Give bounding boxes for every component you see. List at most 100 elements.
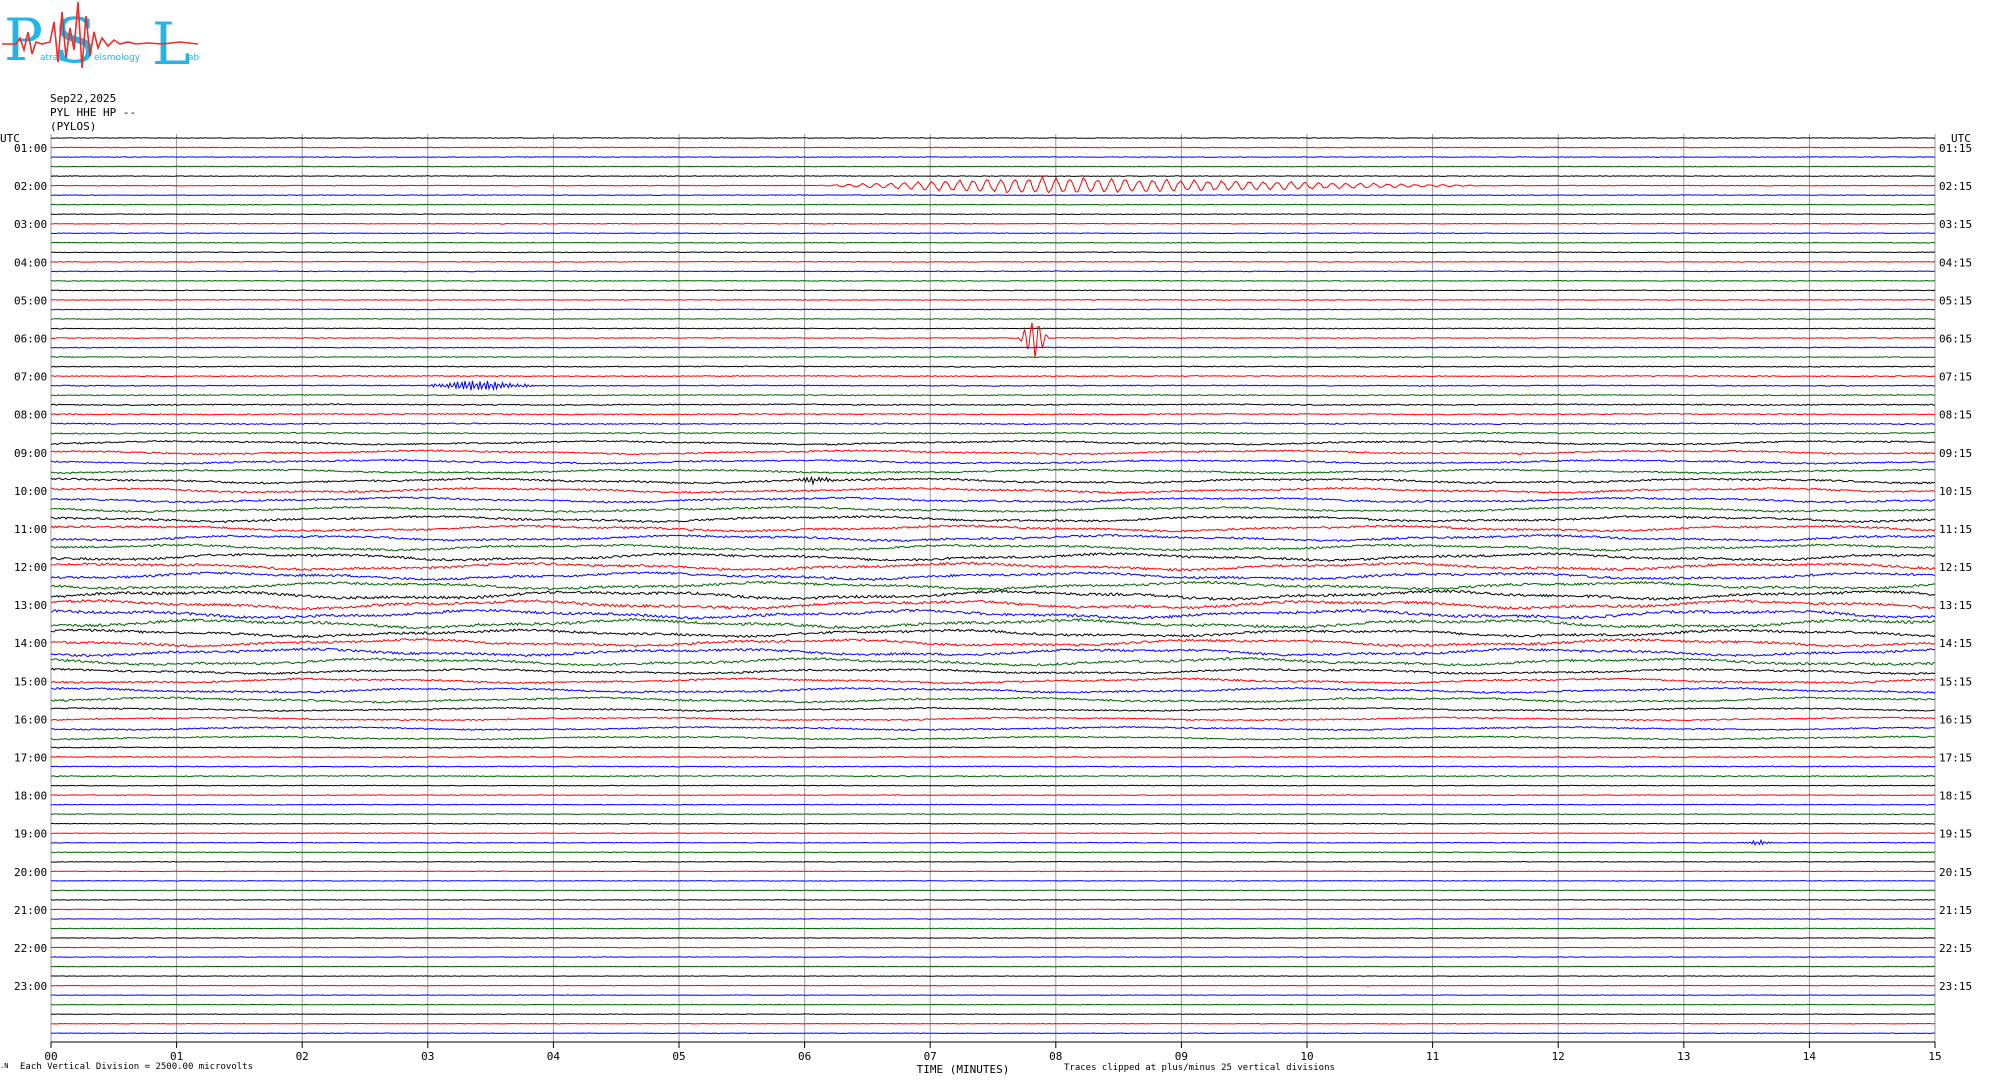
clip-note: Traces clipped at plus/minus 25 vertical… — [1064, 1063, 1335, 1073]
trace-line — [50, 524, 1936, 533]
psl-logo: P S L atras eismology ab — [2, 2, 200, 72]
trace-line — [50, 543, 1936, 552]
hour-label-right: 22:15 — [1939, 942, 1972, 955]
hour-label-left: 04:00 — [14, 256, 47, 269]
hour-label-left: 05:00 — [14, 294, 47, 307]
trace-line — [50, 984, 1935, 987]
hour-label-left: 03:00 — [14, 218, 47, 231]
x-tick-label: 04 — [547, 1050, 561, 1063]
hour-label-left: 17:00 — [14, 752, 47, 765]
trace-line — [50, 194, 1936, 197]
trace-line — [50, 813, 1936, 816]
station-location: (PYLOS) — [50, 120, 97, 133]
trace-line — [50, 1003, 1936, 1006]
trace-line — [50, 571, 1936, 581]
trace-line — [50, 356, 1936, 359]
hour-label-left: 15:00 — [14, 675, 47, 688]
trace-line — [50, 716, 1936, 722]
trace-line — [51, 965, 1936, 968]
trace-line — [50, 889, 1936, 892]
trace-line — [50, 175, 1936, 194]
trace-line — [50, 374, 1936, 378]
trace-line — [50, 165, 1936, 168]
trace-line — [50, 860, 1936, 863]
trace-line — [50, 514, 1936, 524]
trace-line — [50, 222, 1936, 225]
trace-line — [50, 656, 1936, 667]
hour-label-left: 07:00 — [14, 371, 47, 384]
trace-line — [50, 365, 1936, 368]
trace-line — [50, 422, 1936, 426]
trace-line — [51, 937, 1936, 939]
trace-line — [50, 1032, 1936, 1035]
hour-label-right: 04:15 — [1939, 256, 1972, 269]
trace-line — [51, 213, 1936, 216]
trace-line — [50, 270, 1936, 273]
hour-label-right: 12:15 — [1939, 561, 1972, 574]
hour-label-right: 13:15 — [1939, 599, 1972, 612]
trace-line — [50, 327, 1936, 330]
hour-label-right: 15:15 — [1939, 675, 1972, 688]
x-tick-label: 15 — [1928, 1050, 1941, 1063]
trace-line — [51, 946, 1936, 949]
trace-line — [50, 431, 1936, 435]
trace-line — [50, 725, 1936, 732]
x-tick-label: 11 — [1426, 1050, 1439, 1063]
trace-line — [51, 279, 1935, 282]
trace-line — [50, 735, 1936, 741]
trace-line — [50, 260, 1936, 263]
x-tick-label: 02 — [296, 1050, 309, 1063]
trace-line — [50, 322, 1936, 358]
trace-line — [50, 580, 1936, 591]
hour-label-right: 18:15 — [1939, 790, 1972, 803]
trace-line — [50, 746, 1936, 749]
axis-labels: -5298-5363-5140-5104-5234-5314-5408-5346… — [0, 132, 1972, 1076]
trace-line — [50, 475, 1936, 486]
hour-label-left: 02:00 — [14, 180, 47, 193]
logo-letter-p: P — [4, 6, 43, 72]
hour-label-right: 16:15 — [1939, 713, 1972, 726]
trace-line — [50, 289, 1936, 292]
trace-line — [51, 975, 1936, 977]
trace-line — [50, 308, 1936, 311]
trace-line — [50, 908, 1936, 911]
trace-line — [50, 599, 1936, 611]
x-tick-label: 07 — [924, 1050, 937, 1063]
x-tick-label: 13 — [1677, 1050, 1690, 1063]
trace-line — [50, 994, 1936, 996]
trace-line — [50, 1022, 1936, 1025]
hour-label-right: 02:15 — [1939, 180, 1972, 193]
trace-line — [50, 394, 1936, 397]
trace-line — [50, 618, 1936, 630]
trace-line — [50, 175, 1936, 177]
x-tick-label: 01 — [170, 1050, 183, 1063]
station-code: PYL HHE HP -- — [50, 106, 137, 119]
logo-letter-l: L — [152, 10, 191, 72]
trace-line — [51, 380, 1936, 392]
trace-line — [51, 870, 1936, 873]
minute-gridlines — [50, 134, 1936, 1042]
trace-line — [50, 696, 1936, 704]
x-tick-label: 09 — [1175, 1050, 1188, 1063]
record-date: Sep22,2025 — [50, 92, 117, 105]
trace-line — [50, 346, 1936, 349]
hour-label-left: 12:00 — [14, 561, 47, 574]
logo-word-lab: ab — [188, 53, 200, 63]
hour-label-right: 20:15 — [1939, 866, 1972, 879]
right-utc-label: UTC — [1951, 132, 1971, 145]
trace-line — [50, 765, 1936, 768]
trace-line — [50, 899, 1936, 901]
trace-line — [50, 298, 1935, 301]
trace-line — [51, 851, 1936, 854]
trace-line — [50, 1013, 1936, 1016]
hour-label-right: 23:15 — [1939, 980, 1972, 993]
trace-line — [51, 677, 1936, 685]
trace-line — [50, 468, 1936, 475]
trace-line — [50, 496, 1935, 504]
trace-line — [50, 318, 1935, 320]
trace-line — [50, 918, 1935, 920]
hour-label-right: 10:15 — [1939, 485, 1972, 498]
logo-word-patras: atras — [40, 53, 63, 63]
hour-label-left: 11:00 — [14, 523, 47, 536]
hour-label-right: 07:15 — [1939, 371, 1972, 384]
